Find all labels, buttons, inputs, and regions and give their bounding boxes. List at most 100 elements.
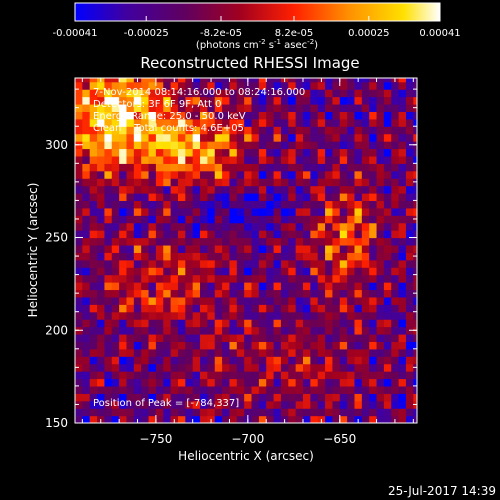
heatmap-cell	[192, 185, 201, 194]
heatmap-cell	[258, 193, 267, 202]
heatmap-cell	[82, 185, 91, 194]
heatmap-cell	[376, 371, 385, 380]
heatmap-cell	[266, 319, 275, 328]
heatmap-cell	[347, 408, 356, 417]
heatmap-cell	[214, 296, 223, 305]
heatmap-cell	[317, 259, 326, 268]
heatmap-cell	[244, 148, 253, 157]
heatmap-cell	[369, 193, 378, 202]
heatmap-cell	[413, 356, 417, 365]
heatmap-cell	[104, 103, 113, 112]
heatmap-cell	[295, 304, 304, 313]
heatmap-cell	[266, 408, 275, 417]
heatmap-cell	[339, 319, 348, 328]
heatmap-cell	[170, 252, 179, 261]
heatmap-cell	[185, 333, 194, 342]
heatmap-cell	[207, 118, 216, 127]
heatmap-cell	[361, 371, 370, 380]
heatmap-cell	[236, 133, 245, 142]
heatmap-cell	[413, 408, 417, 417]
heatmap-cell	[170, 296, 179, 305]
heatmap-cell	[207, 252, 216, 261]
heatmap-cell	[273, 230, 282, 239]
heatmap-cell	[89, 89, 98, 98]
heatmap-cell	[133, 333, 142, 342]
heatmap-cell	[280, 118, 289, 127]
heatmap-cell	[177, 215, 186, 224]
heatmap-cell	[266, 400, 275, 409]
heatmap-cell	[222, 81, 231, 90]
heatmap-cell	[339, 126, 348, 135]
heatmap-cell	[398, 244, 407, 253]
heatmap-cell	[317, 311, 326, 320]
heatmap-cell	[207, 96, 216, 105]
heatmap-cell	[170, 103, 179, 112]
heatmap-cell	[383, 348, 392, 357]
heatmap-cell	[170, 304, 179, 313]
heatmap-cell	[273, 408, 282, 417]
heatmap-cell	[236, 155, 245, 164]
heatmap-cell	[104, 274, 113, 283]
heatmap-cell	[229, 259, 238, 268]
heatmap-cell	[325, 170, 334, 179]
heatmap-cell	[383, 393, 392, 402]
heatmap-cell	[126, 267, 135, 276]
heatmap-cell	[82, 393, 91, 402]
heatmap-cell	[170, 89, 179, 98]
heatmap-cell	[383, 304, 392, 313]
heatmap-cell	[148, 311, 157, 320]
heatmap-cell	[148, 185, 157, 194]
heatmap-cell	[222, 311, 231, 320]
heatmap-cell	[391, 333, 400, 342]
heatmap-cell	[155, 215, 164, 224]
heatmap-cell	[141, 400, 150, 409]
heatmap-cell	[75, 296, 83, 305]
heatmap-cell	[258, 415, 267, 423]
heatmap-cell	[251, 103, 260, 112]
heatmap-cell	[383, 193, 392, 202]
heatmap-cell	[155, 274, 164, 283]
heatmap-cell	[376, 111, 385, 120]
heatmap-cell	[398, 96, 407, 105]
heatmap-cell	[163, 185, 172, 194]
heatmap-cell	[339, 311, 348, 320]
heatmap-cell	[133, 408, 142, 417]
heatmap-cell	[391, 89, 400, 98]
heatmap-cell	[104, 378, 113, 387]
heatmap-cell	[111, 222, 120, 231]
heatmap-cell	[89, 311, 98, 320]
heatmap-cell	[229, 326, 238, 335]
heatmap-cell	[303, 296, 311, 305]
heatmap-cell	[354, 89, 363, 98]
heatmap-cell	[295, 274, 304, 283]
heatmap-cell	[258, 178, 267, 187]
heatmap-cell	[339, 222, 348, 231]
heatmap-cell	[111, 185, 120, 194]
heatmap-cell	[104, 111, 113, 120]
heatmap-cell	[177, 274, 186, 283]
heatmap-cell	[97, 118, 106, 127]
heatmap-cell	[111, 200, 120, 209]
heatmap-cell	[126, 296, 135, 305]
heatmap-cell	[148, 78, 157, 83]
heatmap-cell	[273, 296, 282, 305]
heatmap-cell	[119, 341, 128, 350]
heatmap-cell	[163, 193, 172, 202]
heatmap-cell	[200, 200, 208, 209]
heatmap-cell	[170, 274, 179, 283]
heatmap-cell	[266, 311, 275, 320]
heatmap-cell	[214, 118, 223, 127]
heatmap-cell	[317, 289, 326, 298]
heatmap-cell	[229, 311, 238, 320]
heatmap-cell	[244, 89, 253, 98]
heatmap-cell	[266, 193, 275, 202]
heatmap-cell	[200, 378, 208, 387]
heatmap-cell	[75, 393, 83, 402]
heatmap-cell	[75, 89, 83, 98]
colorbar-tick-label: 8.2e-05	[275, 28, 313, 39]
heatmap-cell	[185, 133, 194, 142]
heatmap-cell	[405, 96, 414, 105]
heatmap-cell	[244, 252, 253, 261]
heatmap-cell	[214, 252, 223, 261]
heatmap-cell	[280, 326, 289, 335]
